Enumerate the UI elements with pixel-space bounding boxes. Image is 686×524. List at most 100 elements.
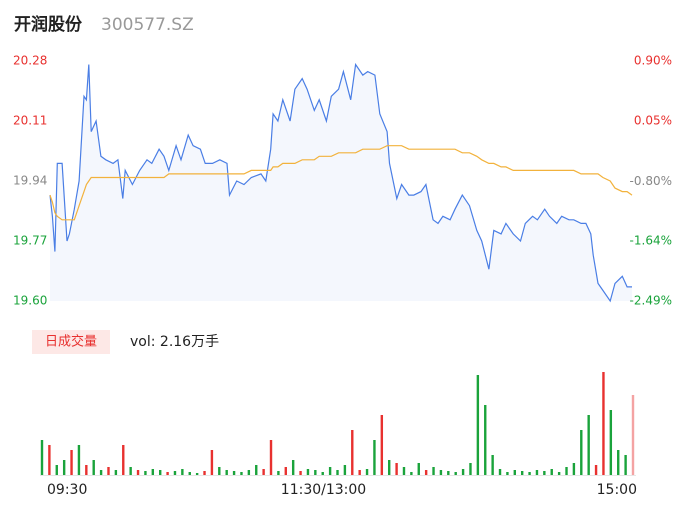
volume-bar xyxy=(580,430,583,475)
volume-bar xyxy=(107,467,110,475)
volume-bar xyxy=(166,472,169,475)
volume-bar xyxy=(609,410,613,475)
volume-bar xyxy=(151,469,155,475)
volume-bar xyxy=(395,463,398,475)
y-tick-label: 19.77 xyxy=(13,234,47,248)
y2-tick-label: -0.80% xyxy=(630,174,672,188)
volume-bar xyxy=(506,472,509,475)
volume-bar xyxy=(336,470,339,475)
volume-bar xyxy=(617,450,620,475)
y2-tick-label: 0.90% xyxy=(634,54,672,68)
volume-bar xyxy=(565,467,568,475)
volume-bar xyxy=(328,467,332,475)
volume-bar xyxy=(358,470,361,475)
volume-bar xyxy=(365,469,369,475)
volume-bar xyxy=(351,430,354,475)
volume-bar xyxy=(306,469,310,475)
volume-bar xyxy=(513,470,516,475)
volume-bar xyxy=(314,470,317,475)
volume-bar xyxy=(469,463,472,475)
volume-bar xyxy=(520,471,524,475)
stock-name: 开润股份 xyxy=(14,14,83,35)
volume-bar xyxy=(129,467,132,475)
volume-bar xyxy=(587,415,590,475)
volume-bar xyxy=(284,467,287,475)
volume-bar xyxy=(173,471,177,475)
volume-bar xyxy=(543,471,546,475)
volume-bar xyxy=(92,460,95,475)
volume-bar xyxy=(380,415,384,475)
volume-bar xyxy=(498,469,502,475)
volume-bar xyxy=(417,463,420,475)
stock-code: 300577.SZ xyxy=(101,15,194,35)
volume-bar xyxy=(218,467,221,475)
volume-bar xyxy=(402,467,406,475)
volume-bar xyxy=(424,470,428,475)
volume-bar xyxy=(484,405,487,475)
volume-bar xyxy=(291,460,295,475)
volume-bar xyxy=(461,469,465,475)
volume-bar xyxy=(181,469,184,475)
volume-bar xyxy=(210,450,214,475)
volume-bar xyxy=(321,472,324,475)
volume-bar xyxy=(299,471,302,475)
volume-bar xyxy=(454,472,457,475)
volume-bar xyxy=(602,372,605,475)
y-tick-label: 20.28 xyxy=(13,54,47,68)
volume-bar xyxy=(48,445,51,475)
volume-bar xyxy=(188,472,191,475)
legend-label: 日成交量 xyxy=(45,334,97,350)
y2-tick-label: -1.64% xyxy=(630,233,672,247)
volume-bar xyxy=(62,460,66,475)
volume-bar xyxy=(136,470,140,475)
volume-bar xyxy=(476,375,480,475)
volume-bar xyxy=(255,465,258,475)
volume-bar xyxy=(631,395,635,475)
volume-bar xyxy=(195,473,199,475)
volume-bar xyxy=(388,460,391,475)
price-line xyxy=(49,62,632,303)
volume-bar xyxy=(277,471,280,475)
volume-bar xyxy=(232,471,236,475)
volume-bar xyxy=(55,465,58,475)
volume-bar xyxy=(262,469,265,475)
volume-bar xyxy=(439,470,443,475)
volume-text: vol: 2.16万手 xyxy=(130,334,219,350)
volume-bar xyxy=(144,471,147,475)
y2-tick-label: 0.05% xyxy=(634,114,672,128)
volume-bar xyxy=(373,440,376,475)
average-line xyxy=(49,145,633,221)
volume-bar xyxy=(85,465,88,475)
volume-bar xyxy=(40,440,44,475)
y2-tick-label: -2.49% xyxy=(630,294,672,308)
volume-bar xyxy=(535,470,539,475)
volume-bar xyxy=(203,471,206,475)
volume-bar xyxy=(247,470,251,475)
y-tick-label: 20.11 xyxy=(13,114,47,128)
volume-bar xyxy=(491,455,494,475)
volume-bar xyxy=(572,463,576,475)
volume-bar xyxy=(240,472,243,475)
volume-bar xyxy=(624,455,627,475)
price-area xyxy=(50,64,632,301)
volume-bar xyxy=(225,470,228,475)
volume-bar xyxy=(77,445,81,475)
volume-bar xyxy=(550,469,553,475)
volume-bar xyxy=(557,472,561,475)
volume-bar xyxy=(528,472,531,475)
volume-bar xyxy=(99,470,103,475)
volume-bar xyxy=(594,465,598,475)
volume-bar xyxy=(447,471,450,475)
legend-box xyxy=(32,330,110,354)
x-tick-label: 15:00 xyxy=(597,482,637,498)
volume-bar xyxy=(343,465,347,475)
x-tick-label: 11:30/13:00 xyxy=(281,482,366,498)
volume-bar xyxy=(122,445,125,475)
volume-bar xyxy=(159,470,162,475)
y-tick-label: 19.94 xyxy=(13,174,47,188)
x-tick-label: 09:30 xyxy=(47,482,87,498)
volume-bar xyxy=(70,450,73,475)
volume-bar xyxy=(114,470,118,475)
